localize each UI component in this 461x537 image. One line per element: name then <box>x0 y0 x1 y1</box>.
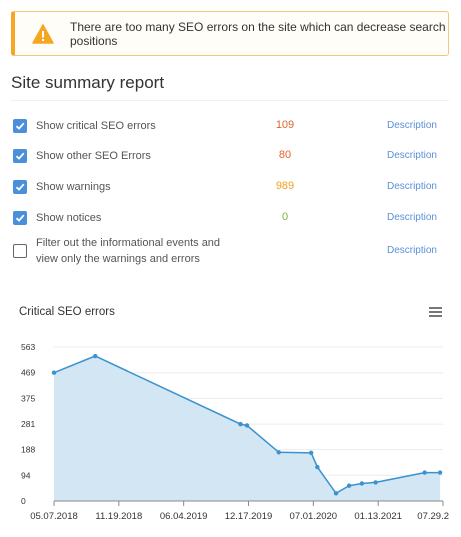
data-point[interactable] <box>93 353 98 359</box>
row-warnings: Show warnings 989 Description <box>0 172 461 202</box>
row-label: Show other SEO Errors <box>36 150 151 162</box>
data-point[interactable] <box>238 421 243 427</box>
description-link[interactable]: Description <box>386 245 437 256</box>
checkbox-warnings[interactable] <box>13 180 27 194</box>
alert-message: There are too many SEO errors on the sit… <box>70 19 446 48</box>
x-tick-label: 11.19.2018 <box>95 511 142 522</box>
checkmark-icon <box>15 152 25 160</box>
x-tick-label: 06.04.2019 <box>160 511 208 522</box>
x-tick-label: 05.07.2018 <box>30 511 78 522</box>
y-tick-label: 563 <box>21 342 35 352</box>
data-point[interactable] <box>359 481 365 486</box>
x-tick-label: 07.01.2020 <box>290 511 338 522</box>
checkbox-filter-informational[interactable] <box>13 244 27 258</box>
critical-errors-chart: 0 94 188 281 375 469 563 05.07.2018 11.19.2018 06… <box>21 342 449 522</box>
row-count: 80 <box>278 149 292 161</box>
y-tick-label: 0 <box>21 496 26 506</box>
description-link[interactable]: Description <box>386 181 437 192</box>
row-count: 0 <box>281 211 289 223</box>
data-point[interactable] <box>373 480 378 485</box>
y-tick-label: 94 <box>21 470 31 480</box>
checkmark-icon <box>15 122 25 130</box>
section-title: Site summary report <box>11 73 165 92</box>
y-tick-label: 469 <box>21 368 35 378</box>
row-other-errors: Show other SEO Errors 80 Description <box>0 141 461 171</box>
description-link[interactable]: Description <box>386 212 437 223</box>
section-divider <box>11 100 449 101</box>
y-tick-label: 375 <box>21 393 35 403</box>
data-point[interactable] <box>422 470 427 475</box>
data-point[interactable] <box>244 423 250 428</box>
checkbox-critical-errors[interactable] <box>13 119 27 133</box>
row-label-line-1: Filter out the informational events and <box>36 237 221 249</box>
x-tick-label: 01.13.2021 <box>354 511 402 522</box>
data-point[interactable] <box>315 464 320 470</box>
checkmark-icon <box>15 183 25 191</box>
row-notices: Show notices 0 Description <box>0 203 461 233</box>
row-label: Show warnings <box>36 181 111 193</box>
x-tick-label: 07.29.2 <box>417 511 449 522</box>
row-count: 989 <box>275 180 295 192</box>
data-point[interactable] <box>276 450 281 455</box>
y-tick-label: 188 <box>21 445 35 455</box>
data-point[interactable] <box>346 483 352 488</box>
row-label: Show notices <box>36 212 102 224</box>
y-tick-label: 281 <box>21 419 35 429</box>
checkbox-notices[interactable] <box>13 211 27 225</box>
x-tick-label: 12.17.2019 <box>225 511 273 522</box>
hamburger-menu-icon[interactable] <box>429 307 442 317</box>
checkmark-icon <box>15 214 25 222</box>
row-critical-errors: Show critical SEO errors 109 Description <box>0 111 461 141</box>
description-link[interactable]: Description <box>386 150 437 161</box>
seo-warning-alert: There are too many SEO errors on the sit… <box>11 11 449 56</box>
row-label: Show critical SEO errors <box>36 120 156 132</box>
row-count: 109 <box>275 119 295 131</box>
data-point[interactable] <box>437 470 443 475</box>
description-link[interactable]: Description <box>386 120 437 131</box>
data-point[interactable] <box>51 370 57 375</box>
data-point[interactable] <box>333 491 339 496</box>
chart-title: Critical SEO errors <box>19 306 115 318</box>
row-label-line-2: view only the warnings and errors <box>36 253 200 265</box>
series-area <box>54 356 441 501</box>
warning-triangle-icon <box>32 23 54 44</box>
data-point[interactable] <box>308 450 314 456</box>
row-filter-informational: Filter out the informational events and … <box>0 234 461 270</box>
checkbox-other-errors[interactable] <box>13 149 27 163</box>
